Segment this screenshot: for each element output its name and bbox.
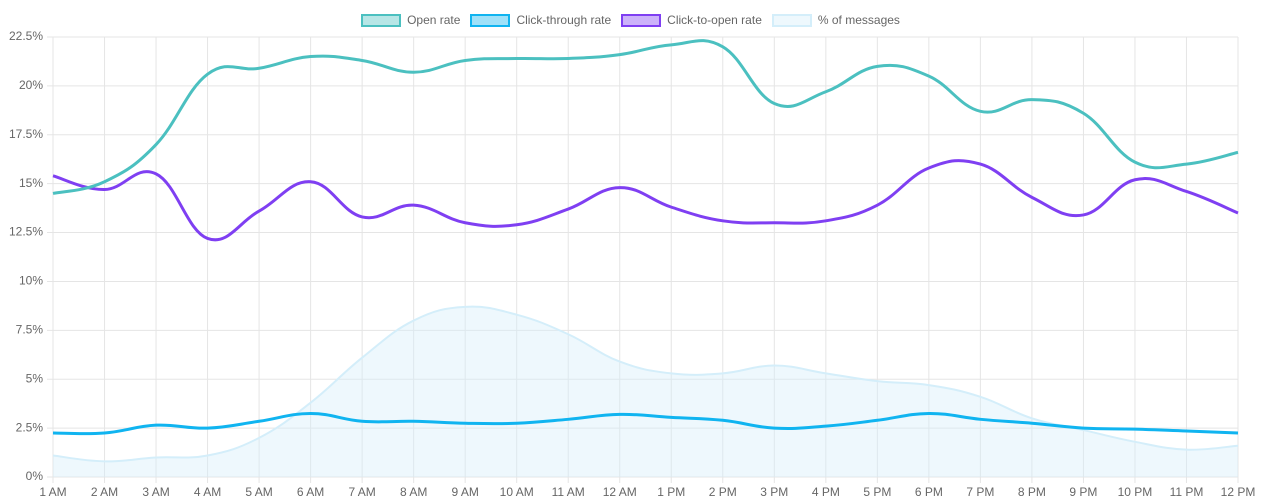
x-tick-label: 6 PM [915, 485, 943, 499]
x-tick-label: 7 PM [966, 485, 994, 499]
x-tick-label: 2 PM [709, 485, 737, 499]
line [52, 305, 1239, 463]
x-tick-label: 10 PM [1118, 485, 1153, 499]
y-tick-label: 5% [26, 371, 44, 385]
y-tick-label: 22.5% [9, 29, 43, 43]
legend: Open rate Click-through rate Click-to-open… [0, 13, 1261, 27]
legend-swatch [361, 13, 402, 27]
legend-item[interactable]: Open rate [361, 13, 460, 27]
x-tick-label: 2 AM [91, 485, 118, 499]
legend-item[interactable]: Click-to-open rate [621, 13, 762, 27]
x-tick-label: 5 PM [863, 485, 891, 499]
x-tick-label: 7 AM [348, 485, 375, 499]
legend-swatch [771, 13, 812, 27]
x-tick-label: 1 AM [39, 485, 66, 499]
x-tick-label: 4 AM [194, 485, 221, 499]
x-tick-label: 8 PM [1018, 485, 1046, 499]
line [52, 39, 1239, 195]
x-tick-label: 4 PM [812, 485, 840, 499]
x-tick-label: 11 PM [1170, 485, 1204, 499]
legend-label: Click-to-open rate [667, 13, 762, 27]
y-tick-label: 12.5% [9, 225, 43, 239]
y-tick-label: 7.5% [16, 323, 44, 337]
x-tick-label: 12 PM [1221, 485, 1256, 499]
y-tick-label: 10% [19, 274, 43, 288]
legend-item[interactable]: Click-through rate [470, 13, 611, 27]
x-tick-label: 3 AM [142, 485, 169, 499]
line [52, 411, 1239, 436]
x-tick-label: 10 AM [500, 485, 534, 499]
y-tick-label: 20% [19, 78, 43, 92]
area [53, 306, 1238, 477]
legend-label: Click-through rate [516, 13, 612, 27]
y-tick-label: 17.5% [9, 127, 43, 141]
x-tick-label: 3 PM [760, 485, 788, 499]
legend-item[interactable]: % of messages [771, 13, 900, 27]
x-tick-label: 9 AM [451, 485, 478, 499]
x-tick-label: 8 AM [400, 485, 427, 499]
y-tick-label: 15% [19, 176, 43, 190]
x-tick-label: 6 AM [297, 485, 324, 499]
x-tick-label: 9 PM [1069, 485, 1097, 499]
x-tick-label: 1 PM [657, 485, 685, 499]
x-tick-label: 12 AM [603, 485, 637, 499]
line [52, 159, 1239, 242]
x-tick-label: 11 AM [552, 485, 585, 499]
x-tick-label: 5 AM [245, 485, 272, 499]
legend-swatch [621, 13, 662, 27]
y-tick-label: 0% [26, 469, 44, 483]
legend-label: Open rate [407, 13, 461, 27]
y-tick-label: 2.5% [16, 420, 44, 434]
legend-label: % of messages [817, 13, 900, 27]
legend-swatch [470, 13, 511, 27]
